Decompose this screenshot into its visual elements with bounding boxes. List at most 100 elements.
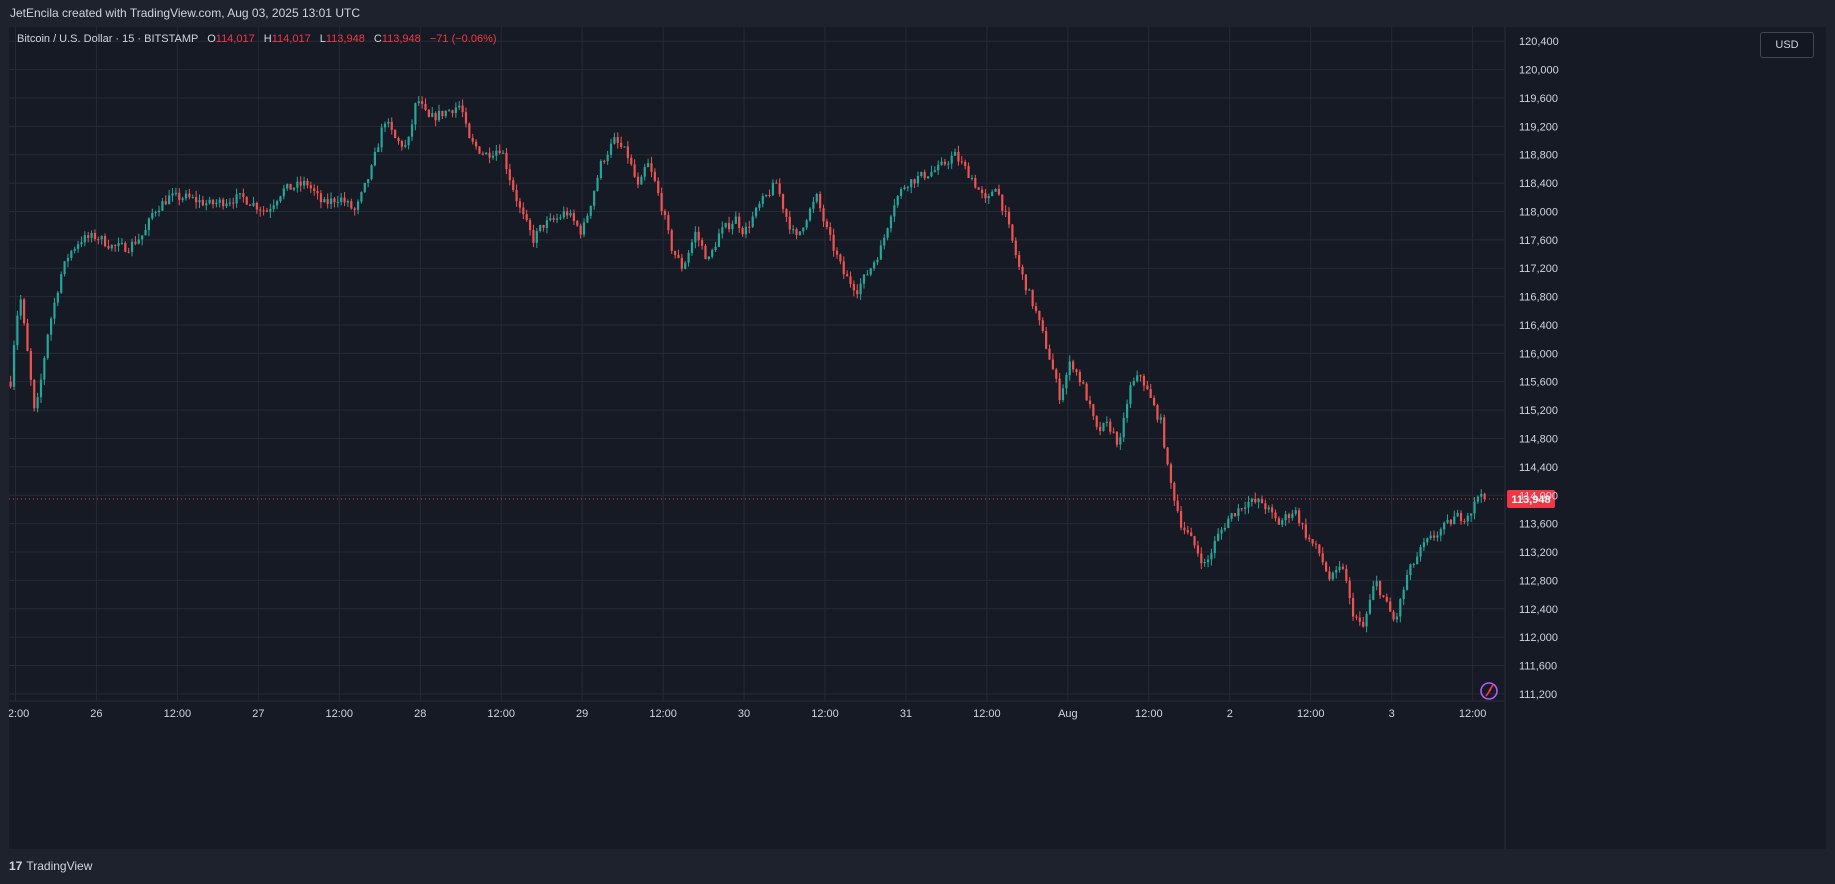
candle-body xyxy=(103,236,107,247)
candle-body xyxy=(1159,417,1162,420)
candle-body xyxy=(1422,542,1426,548)
candle-body xyxy=(141,235,144,240)
open-label: O xyxy=(207,33,216,45)
candle-body xyxy=(316,191,319,194)
candle-body xyxy=(90,232,93,238)
candle-body xyxy=(856,290,859,295)
price-chart[interactable]: 113,948 111,200 111,600 112,000 112,400 112,… xyxy=(9,27,1826,849)
candle-body xyxy=(1223,527,1227,530)
candle-body xyxy=(819,193,822,209)
candle-body xyxy=(174,192,177,194)
candle-body xyxy=(549,218,552,221)
candle-body xyxy=(1233,513,1237,516)
candle-body xyxy=(208,199,211,204)
candle-body xyxy=(792,229,795,231)
chart-area[interactable]: 113,948 111,200 111,600 112,000 112,400 112,… xyxy=(9,27,1826,849)
candle-body xyxy=(1085,383,1088,401)
candle-body xyxy=(812,201,815,209)
candle-body xyxy=(626,146,629,158)
candle-body xyxy=(896,196,899,206)
candle-body xyxy=(154,211,157,213)
magic-sparkle-icon[interactable] xyxy=(1480,682,1498,700)
candle-body xyxy=(1395,616,1399,620)
candle-body xyxy=(1186,530,1189,533)
candle-body xyxy=(302,180,306,186)
candle-body xyxy=(1210,553,1213,560)
change-value: −71 (−0.06%) xyxy=(429,33,497,45)
candle-body xyxy=(19,299,22,316)
candle-body xyxy=(991,191,994,197)
price-tick-label: 115,200 xyxy=(1519,405,1558,417)
candle-body xyxy=(1473,501,1476,514)
candle-body xyxy=(323,199,326,203)
candle-body xyxy=(1092,404,1095,417)
candle-body xyxy=(906,187,909,189)
candle-body xyxy=(171,193,174,196)
candle-body xyxy=(488,152,491,158)
tradingview-logo[interactable]: 17 TradingView xyxy=(9,859,92,873)
price-tick-label: 120,400 xyxy=(1519,36,1559,48)
candle-body xyxy=(802,227,805,232)
tradingview-logo-text: TradingView xyxy=(26,859,93,873)
candle-body xyxy=(869,268,872,275)
candle-body xyxy=(468,123,471,138)
candle-body xyxy=(501,152,505,154)
candle-body xyxy=(461,105,464,113)
candle-body xyxy=(353,208,356,210)
time-tick-label: 12:00 xyxy=(1135,708,1163,720)
candle-body xyxy=(545,220,549,228)
candle-body xyxy=(238,193,242,195)
price-tick-label: 116,400 xyxy=(1519,320,1558,332)
candle-body xyxy=(633,164,636,177)
candle-body xyxy=(700,240,704,246)
candle-body xyxy=(616,137,619,143)
candle-body xyxy=(1125,403,1129,418)
candle-body xyxy=(279,196,282,202)
candle-body xyxy=(589,205,592,216)
candle-body xyxy=(1254,498,1257,503)
candle-body xyxy=(1146,385,1149,390)
time-tick-label: 12:00 xyxy=(973,708,1001,720)
candle-body xyxy=(748,226,751,228)
candle-body xyxy=(569,213,572,216)
candle-body xyxy=(1038,310,1041,321)
candle-body xyxy=(491,155,495,158)
candle-body xyxy=(70,250,73,259)
candle-body xyxy=(178,192,181,200)
candle-body xyxy=(134,241,137,244)
candle-body xyxy=(738,216,741,229)
candle-body xyxy=(1112,431,1115,433)
candle-body xyxy=(1362,621,1365,627)
candle-body xyxy=(421,101,424,104)
candle-body xyxy=(1308,537,1311,540)
close-value: 113,948 xyxy=(381,33,421,45)
candle-body xyxy=(505,152,508,170)
candle-body xyxy=(117,243,120,247)
candle-body xyxy=(1004,210,1007,212)
candle-body xyxy=(1466,515,1469,522)
price-tick-label: 120,000 xyxy=(1519,65,1559,77)
candle-body xyxy=(120,242,124,244)
candle-body xyxy=(744,226,748,235)
candle-body xyxy=(289,183,292,190)
candle-body xyxy=(43,357,46,380)
candle-body xyxy=(596,177,599,191)
candle-body xyxy=(1109,421,1112,432)
candle-body xyxy=(127,251,130,253)
candle-body xyxy=(53,302,56,319)
candle-body xyxy=(620,142,623,147)
candle-body xyxy=(360,192,363,202)
candle-body xyxy=(1287,514,1291,518)
time-tick-label: 12:00 xyxy=(326,708,354,720)
candle-body xyxy=(485,152,488,155)
candle-body xyxy=(518,201,522,208)
candle-body xyxy=(1443,522,1446,530)
current-price-line-layer: 113,948 xyxy=(9,489,1555,508)
candle-body xyxy=(775,182,778,184)
candle-body xyxy=(829,227,832,235)
currency-button[interactable]: USD xyxy=(1760,32,1814,58)
candle-body xyxy=(657,180,660,194)
candle-body xyxy=(269,208,272,212)
candle-body xyxy=(842,261,845,275)
candle-body xyxy=(1480,493,1483,497)
